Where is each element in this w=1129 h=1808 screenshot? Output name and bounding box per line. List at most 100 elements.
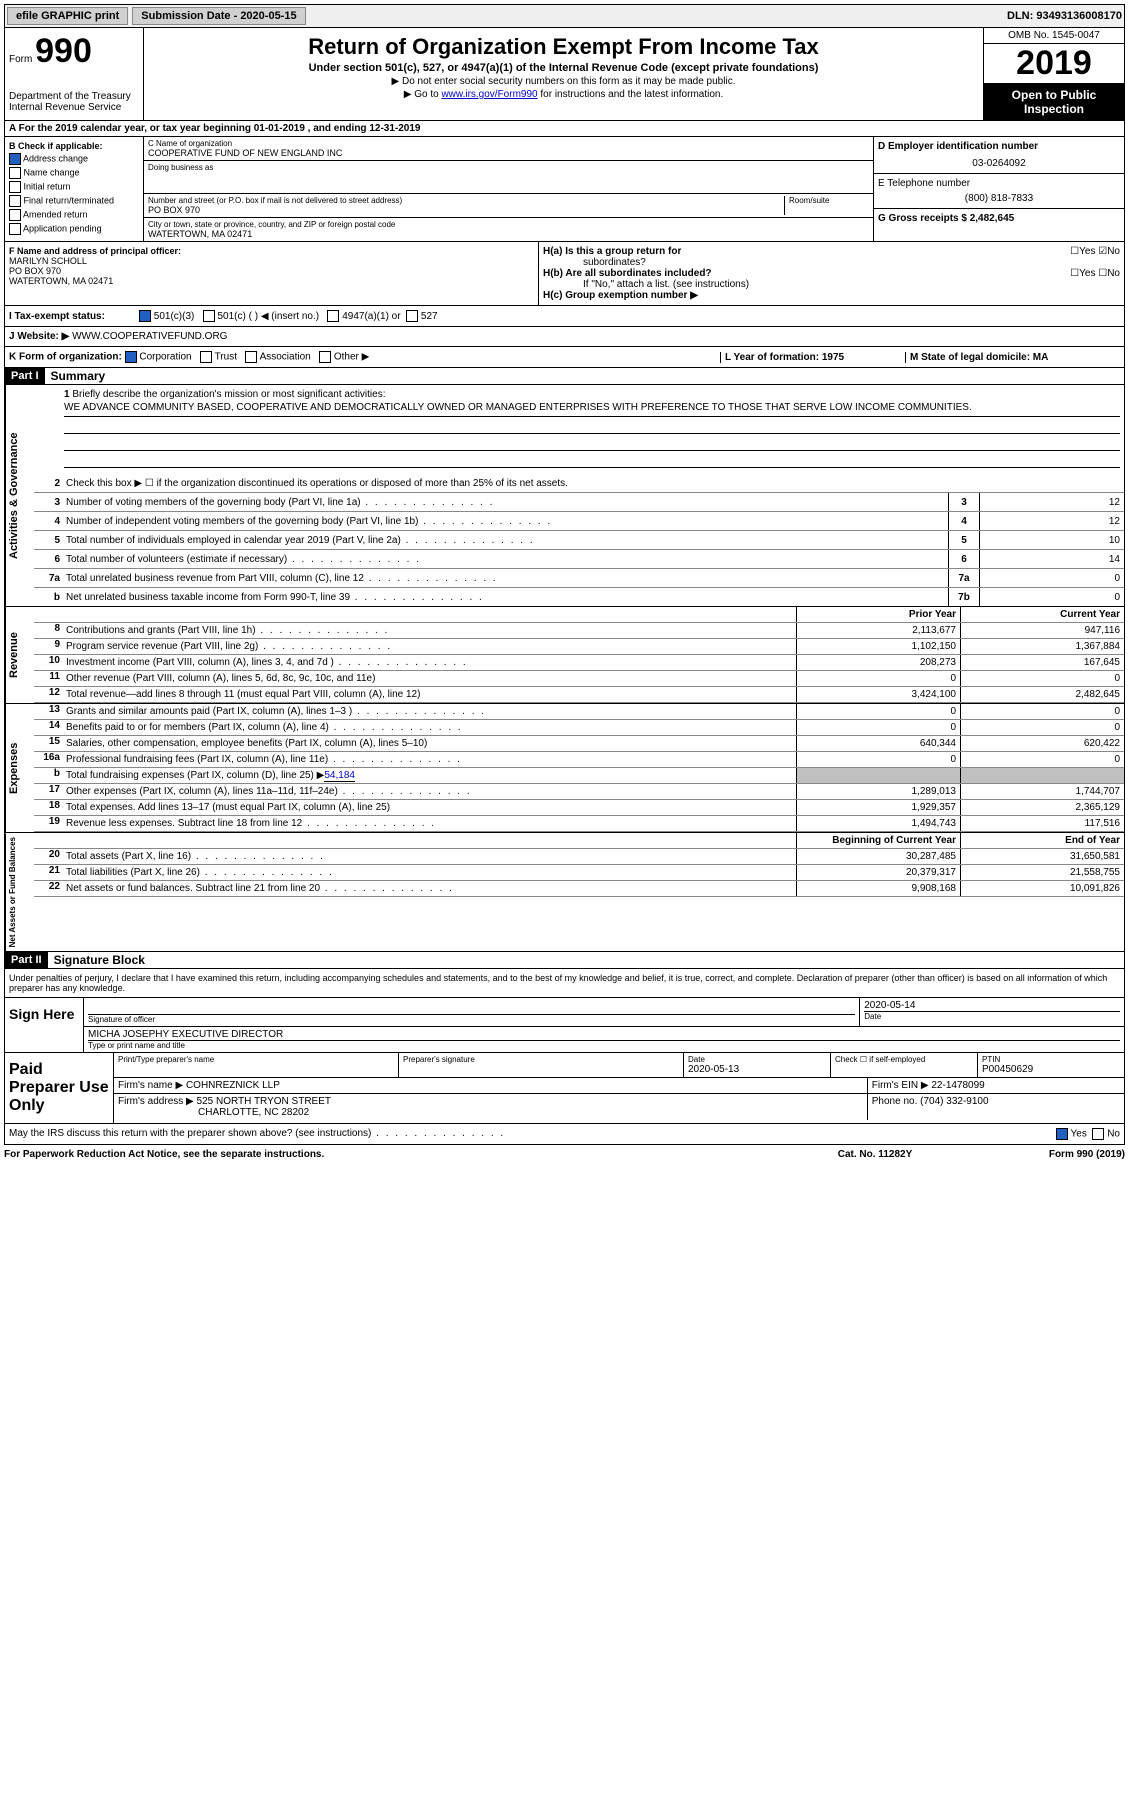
hb-answer[interactable]: ☐Yes ☐No — [1070, 268, 1120, 279]
activities-section: Activities & Governance 1 Briefly descri… — [4, 385, 1125, 607]
form-number: 990 — [35, 32, 92, 70]
org-name: COOPERATIVE FUND OF NEW ENGLAND INC — [148, 148, 869, 158]
opt-501c: 501(c) ( ) ◀ (insert no.) — [217, 311, 319, 322]
p20: 30,287,485 — [796, 849, 960, 864]
c9: 1,367,884 — [960, 639, 1124, 654]
firm-addr1: 525 NORTH TRYON STREET — [197, 1096, 331, 1107]
ha-label: H(a) Is this a group return for — [543, 246, 681, 257]
l9: Program service revenue (Part VIII, line… — [66, 639, 796, 654]
cb-address-change[interactable]: Address change — [9, 153, 139, 165]
line4-value: 12 — [980, 512, 1124, 530]
c15: 620,422 — [960, 736, 1124, 751]
self-employed[interactable]: Check ☐ if self-employed — [835, 1055, 973, 1064]
p18: 1,929,357 — [796, 800, 960, 815]
p14: 0 — [796, 720, 960, 735]
opt-assoc: Association — [260, 352, 311, 363]
opt-527: 527 — [421, 311, 438, 322]
city-label: City or town, state or province, country… — [148, 220, 869, 229]
begin-year-hdr: Beginning of Current Year — [796, 833, 960, 848]
hb-note: If "No," attach a list. (see instruction… — [543, 279, 1120, 290]
section-h: H(a) Is this a group return for subordin… — [539, 242, 1124, 305]
instructions-link[interactable]: www.irs.gov/Form990 — [441, 89, 537, 100]
mission-text: WE ADVANCE COMMUNITY BASED, COOPERATIVE … — [64, 402, 1120, 417]
signature-block: Under penalties of perjury, I declare th… — [4, 969, 1125, 1145]
p19: 1,494,743 — [796, 816, 960, 831]
l-year: L Year of formation: 1975 — [720, 352, 905, 363]
irs-label: Internal Revenue Service — [9, 102, 139, 113]
c13: 0 — [960, 704, 1124, 719]
cb-application[interactable]: Application pending — [9, 223, 139, 235]
form-title-block: Return of Organization Exempt From Incom… — [144, 28, 983, 120]
expenses-label: Expenses — [5, 704, 34, 832]
c21: 21,558,755 — [960, 865, 1124, 880]
l19: Revenue less expenses. Subtract line 18 … — [66, 816, 796, 831]
cb-assoc[interactable] — [245, 351, 257, 363]
cb-final-return[interactable]: Final return/terminated — [9, 195, 139, 207]
c19: 117,516 — [960, 816, 1124, 831]
omb-number: OMB No. 1545-0047 — [984, 28, 1124, 44]
cb-501c[interactable] — [203, 310, 215, 322]
form-footer: Form 990 (2019) — [975, 1149, 1125, 1160]
perjury-statement: Under penalties of perjury, I declare th… — [5, 969, 1124, 997]
goto-suffix: for instructions and the latest informat… — [538, 89, 724, 100]
inspect-line2: Inspection — [988, 102, 1120, 116]
form-prefix: Form — [9, 54, 32, 65]
p22: 9,908,168 — [796, 881, 960, 896]
cb-trust[interactable] — [200, 351, 212, 363]
ssn-notice: ▶ Do not enter social security numbers o… — [152, 76, 975, 87]
b-label: B Check if applicable: — [9, 141, 139, 151]
p16a: 0 — [796, 752, 960, 767]
firm-name: COHNREZNICK LLP — [186, 1080, 280, 1091]
line1-text: Briefly describe the organization's miss… — [72, 389, 385, 400]
p10: 208,273 — [796, 655, 960, 670]
firm-phone: (704) 332-9100 — [920, 1096, 988, 1107]
efile-print-button[interactable]: efile GRAPHIC print — [7, 7, 128, 25]
hc-label: H(c) Group exemption number ▶ — [543, 290, 1120, 301]
section-f: F Name and address of principal officer:… — [5, 242, 539, 305]
l11: Other revenue (Part VIII, column (A), li… — [66, 671, 796, 686]
l15: Salaries, other compensation, employee b… — [66, 736, 796, 751]
submission-date: Submission Date - 2020-05-15 — [132, 7, 305, 25]
c10: 167,645 — [960, 655, 1124, 670]
hb-label: H(b) Are all subordinates included? — [543, 268, 712, 279]
cb-other[interactable] — [319, 351, 331, 363]
cb-corp[interactable] — [125, 351, 137, 363]
cb-501c3[interactable] — [139, 310, 151, 322]
line3-value: 12 — [980, 493, 1124, 511]
l16a: Professional fundraising fees (Part IX, … — [66, 752, 796, 767]
line6-text: Total number of volunteers (estimate if … — [66, 552, 948, 567]
city: WATERTOWN, MA 02471 — [148, 229, 869, 239]
officer-city: WATERTOWN, MA 02471 — [9, 276, 534, 286]
name-title-label: Type or print name and title — [88, 1040, 1120, 1050]
net-assets-section: Net Assets or Fund Balances Beginning of… — [4, 833, 1125, 952]
sign-here-label: Sign Here — [5, 998, 84, 1052]
part2-title: Signature Block — [48, 953, 145, 967]
p17: 1,289,013 — [796, 784, 960, 799]
part2-header: Part II — [5, 952, 48, 968]
line3-text: Number of voting members of the governin… — [66, 495, 948, 510]
cb-527[interactable] — [406, 310, 418, 322]
part1-title: Summary — [45, 369, 106, 383]
ha-answer[interactable]: ☐Yes ☑No — [1070, 246, 1120, 268]
ha-sub: subordinates? — [543, 257, 646, 268]
k-label: K Form of organization: — [9, 352, 122, 363]
l12: Total revenue—add lines 8 through 11 (mu… — [66, 687, 796, 702]
phone-label: E Telephone number — [878, 178, 1120, 189]
sig-officer-label: Signature of officer — [88, 1014, 855, 1024]
line4-text: Number of independent voting members of … — [66, 514, 948, 529]
opt-corp: Corporation — [139, 352, 191, 363]
cb-4947[interactable] — [327, 310, 339, 322]
header-right: OMB No. 1545-0047 2019 Open to Public In… — [983, 28, 1124, 120]
prep-name-label: Print/Type preparer's name — [118, 1055, 394, 1064]
cb-name-change[interactable]: Name change — [9, 167, 139, 179]
l20: Total assets (Part X, line 16) — [66, 849, 796, 864]
line2-text: Check this box ▶ ☐ if the organization d… — [66, 476, 1124, 491]
cb-amended[interactable]: Amended return — [9, 209, 139, 221]
prior-year-hdr: Prior Year — [796, 607, 960, 622]
cb-initial-return[interactable]: Initial return — [9, 181, 139, 193]
ein: 03-0264092 — [878, 152, 1120, 169]
instructions-line: ▶ Go to www.irs.gov/Form990 for instruct… — [152, 89, 975, 100]
discuss-answer[interactable]: Yes No — [1056, 1128, 1120, 1140]
dba-label: Doing business as — [148, 163, 869, 172]
p8: 2,113,677 — [796, 623, 960, 638]
